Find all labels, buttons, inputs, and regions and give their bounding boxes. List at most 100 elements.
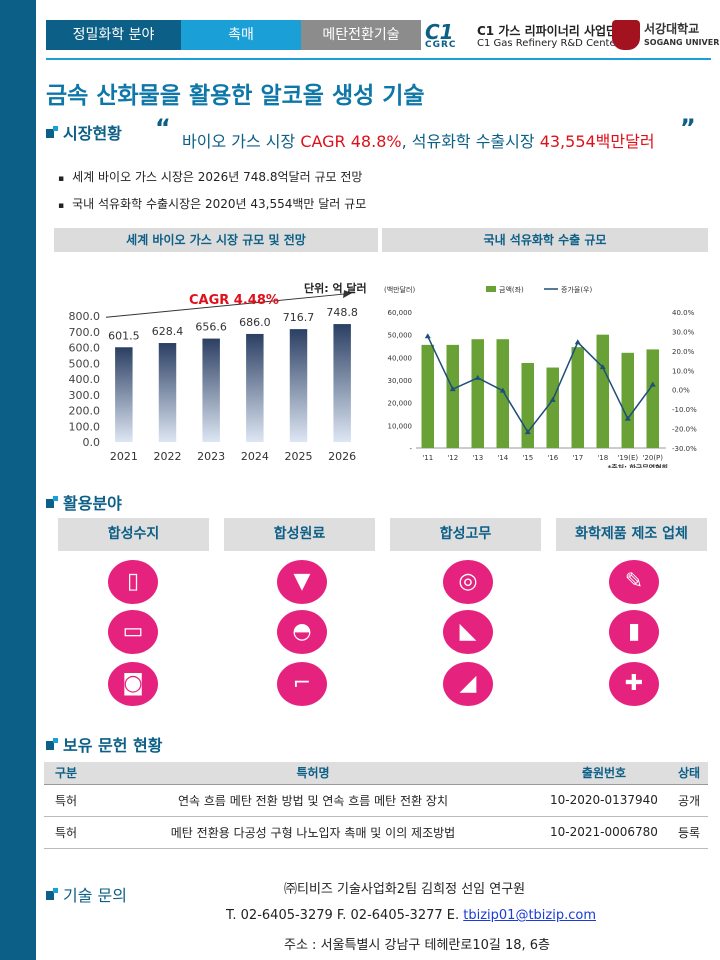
- data-label: 656.6: [195, 321, 227, 334]
- bar: [158, 343, 177, 442]
- category-tabs: 정밀화학 분야 촉매 메탄전환기술: [46, 20, 421, 50]
- growth-point: [649, 381, 656, 387]
- tshirt-icon: ▼: [277, 560, 327, 604]
- table-header-row: 구분 특허명 출원번호 상태: [44, 762, 708, 785]
- square-bullet-icon: [46, 496, 58, 508]
- patent-table: 구분 특허명 출원번호 상태 특허 연속 흐름 메탄 전환 방법 및 연속 흐름…: [44, 762, 708, 849]
- x-tick-label: 2023: [197, 450, 225, 463]
- tab-methane-conversion[interactable]: 메탄전환기술: [301, 20, 421, 50]
- y-tick-label-left: -: [409, 445, 412, 453]
- unit-label: 단위: 억 달러: [304, 281, 367, 295]
- data-label: 748.8: [326, 306, 358, 319]
- table-cell: 공개: [670, 784, 708, 817]
- x-tick-label: '16: [547, 454, 558, 462]
- eraser-icon: ◢: [443, 662, 493, 706]
- sogang-seal-icon: [612, 20, 640, 50]
- bar: [333, 324, 351, 442]
- email-link[interactable]: tbizip01@tbizip.com: [463, 908, 596, 923]
- growth-point: [474, 374, 481, 380]
- x-tick-label: '14: [497, 454, 508, 462]
- y-tick-label: 800.0: [69, 310, 101, 323]
- y-tick-label: 700.0: [69, 326, 101, 339]
- legend-label: 증가율(우): [561, 285, 592, 294]
- col-header-type: 구분: [44, 762, 88, 785]
- square-bullet-icon: [46, 738, 58, 750]
- y-tick-label: 0.0: [83, 436, 101, 449]
- table-row: 특허 연속 흐름 메탄 전환 방법 및 연속 흐름 메탄 전환 장치 10-20…: [44, 784, 708, 817]
- camera-icon: ◙: [108, 662, 158, 706]
- contact-person: ㈜티비즈 기술사업화2팀 김희정 선임 연구원: [284, 882, 526, 897]
- y-tick-label-left: 30,000: [388, 377, 413, 385]
- table-cell: 메탄 전환용 다공성 구형 나노입자 촉매 및 이의 제조방법: [88, 816, 538, 849]
- y-tick-label-left: 50,000: [388, 332, 413, 340]
- x-tick-label: 2021: [110, 450, 138, 463]
- y-tick-label-right: 20.0%: [672, 348, 695, 356]
- bar: [621, 352, 634, 448]
- firstaid-icon: ✚: [609, 662, 659, 706]
- x-tick-label: 2022: [154, 450, 182, 463]
- bar: [446, 344, 459, 448]
- growth-point: [499, 387, 506, 393]
- table-cell: 10-2021-0006780: [538, 816, 670, 849]
- growth-point: [424, 333, 431, 339]
- x-tick-label: '19(E): [617, 454, 638, 462]
- square-bullet-icon: [46, 126, 58, 138]
- data-label: 716.7: [283, 311, 315, 324]
- bar: [246, 333, 264, 442]
- table-cell: 등록: [670, 816, 708, 849]
- y-tick-label: 300.0: [69, 389, 101, 402]
- bar: [571, 347, 584, 448]
- c1-gas-refinery-logo: C1 CGRC C1 가스 리파이너리 사업단 C1 Gas Refinery …: [425, 20, 620, 50]
- y-tick-label-left: 60,000: [388, 309, 413, 317]
- page-title: 금속 산화물을 활용한 알코올 생성 기술: [46, 83, 425, 109]
- growth-point: [549, 396, 556, 402]
- tab-fine-chemistry[interactable]: 정밀화학 분야: [46, 20, 181, 50]
- data-label: 686.0: [239, 316, 270, 329]
- y-tick-label-right: -30.0%: [672, 445, 697, 453]
- section-heading-usage: 활용분야: [46, 490, 122, 514]
- bar: [546, 367, 559, 448]
- data-label: 601.5: [108, 329, 140, 342]
- list-item: 국내 석유화학 수출시장은 2020년 43,554백만 달러 규모: [58, 195, 366, 212]
- section-heading-contact: 기술 문의: [46, 882, 127, 906]
- tire-icon: ◎: [443, 560, 493, 604]
- y-tick-label-left: 10,000: [388, 422, 413, 430]
- growth-line: [427, 335, 654, 434]
- y-tick-label-right: -20.0%: [672, 426, 697, 434]
- y-tick-label: 500.0: [69, 357, 101, 370]
- source-note: *출처: 한국무역협회: [608, 463, 668, 468]
- bar: [289, 329, 308, 442]
- market-bullets: 세계 바이오 가스 시장은 2026년 748.8억달러 규모 전망 국내 석유…: [58, 168, 366, 222]
- y-tick-label-left: 40,000: [388, 354, 413, 362]
- x-tick-label: '17: [572, 454, 583, 462]
- x-tick-label: '20(P): [642, 454, 663, 462]
- phone-icon: ▯: [108, 560, 158, 604]
- tab-catalyst[interactable]: 촉매: [181, 20, 301, 50]
- sogang-university-logo: 서강대학교 SOGANG UNIVERSITY: [612, 18, 720, 52]
- col-header-number: 출원번호: [538, 762, 670, 785]
- usage-cat-material: 합성원료: [224, 518, 375, 551]
- biogas-market-chart: 세계 바이오 가스 시장 규모 및 전망 0.0 100.0 200.0 300.0 4…: [54, 228, 378, 468]
- bar: [471, 339, 484, 448]
- legend-label: 금액(좌): [499, 285, 524, 294]
- quote-close: ”: [680, 114, 696, 142]
- bar: [421, 344, 434, 448]
- paintbrush-icon: ✎: [609, 560, 659, 604]
- y-axis-label: (백만달러): [384, 285, 415, 294]
- x-tick-label: '18: [597, 454, 608, 462]
- list-item: 세계 바이오 가스 시장은 2026년 748.8억달러 규모 전망: [58, 168, 366, 185]
- section-heading-market: 시장현황: [46, 120, 122, 144]
- growth-point: [524, 429, 531, 435]
- x-tick-label: '11: [422, 454, 433, 462]
- chart-title: 세계 바이오 가스 시장 규모 및 전망: [54, 228, 378, 252]
- cagr-arrowhead: [343, 290, 352, 299]
- x-tick-label: 2026: [328, 450, 356, 463]
- bar: [202, 338, 220, 442]
- biogas-chart-svg: 0.0 100.0 200.0 300.0 400.0 500.0 600.0 700.0 80…: [69, 281, 367, 463]
- bar: [596, 334, 609, 448]
- bar: [496, 339, 509, 448]
- contact-phone: T. 02-6405-3279 F. 02-6405-3277 E. tbizi…: [226, 908, 596, 923]
- contact-address: 주소 : 서울특별시 강남구 테헤란로10길 18, 6층: [284, 938, 551, 953]
- left-accent-bar: [0, 0, 36, 960]
- cap-icon: ◓: [277, 610, 327, 654]
